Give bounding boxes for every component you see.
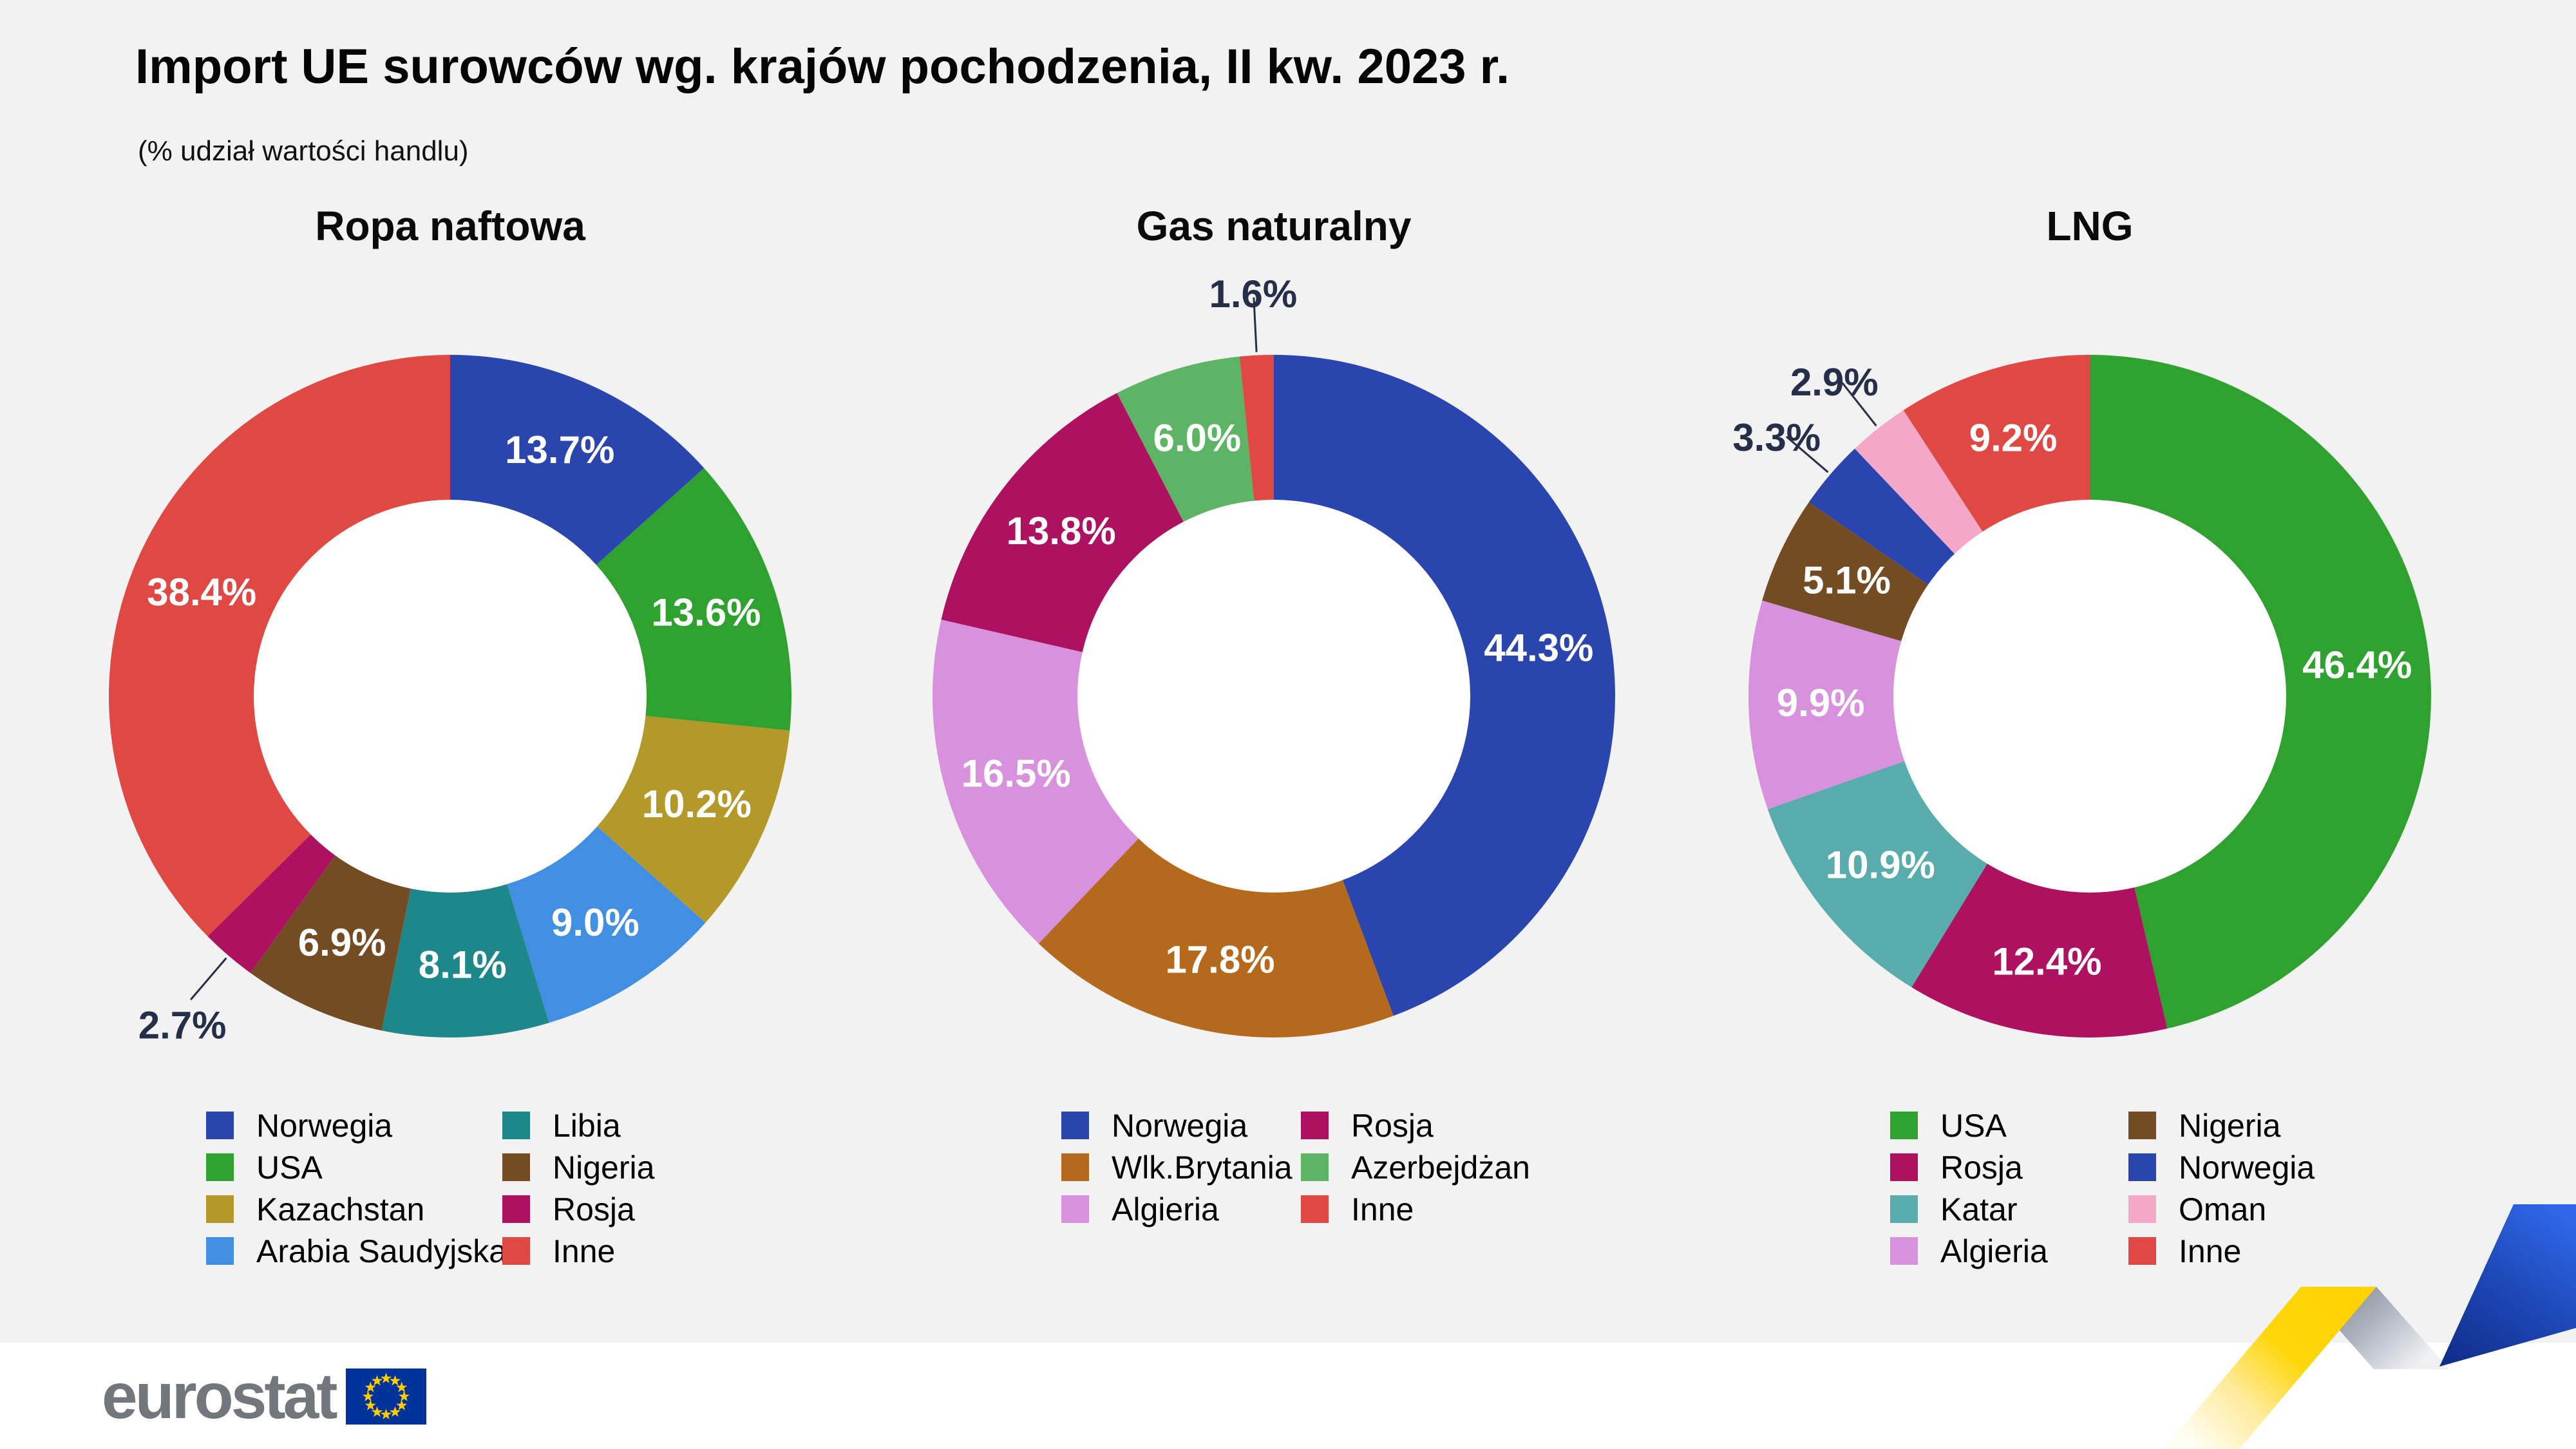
legend-swatch-Inne	[1301, 1195, 1329, 1223]
legend-label: Nigeria	[553, 1149, 655, 1186]
legend-label: Rosja	[1940, 1149, 2023, 1186]
legend-item: Kazachstan	[206, 1191, 502, 1227]
legend-oil: Norwegia USA Kazachstan Arabia Saudyjska Lib…	[206, 1108, 779, 1279]
legend-column: Libia Nigeria Rosja Inne	[502, 1108, 779, 1279]
eu-flag-star	[389, 1374, 401, 1386]
page-title: Import UE surowców wg. krajów pochodzeni…	[135, 39, 1510, 94]
legend-label: Oman	[2179, 1191, 2267, 1227]
legend-item: Algieria	[1061, 1191, 1301, 1227]
legend-swatch-Libia	[502, 1112, 530, 1139]
legend-swatch-Katar	[1890, 1195, 1918, 1223]
legend-swatch-Inne	[502, 1237, 530, 1265]
legend-swatch-USA	[1890, 1112, 1918, 1139]
legend-swatch-USA	[206, 1153, 234, 1181]
legend-swatch-Arabia Saudyjska	[206, 1237, 234, 1265]
eu-flag-star	[380, 1372, 392, 1383]
legend-item: Norwegia	[1061, 1108, 1301, 1144]
legend-label: Nigeria	[2179, 1107, 2281, 1144]
legend-item: USA	[1890, 1108, 2128, 1144]
legend-label: Norwegia	[256, 1107, 393, 1144]
legend-swatch-Nigeria	[2128, 1112, 2156, 1139]
eu-flag-star	[395, 1399, 407, 1410]
legend-label: USA	[1940, 1107, 2007, 1144]
legend-label: Inne	[2179, 1233, 2242, 1269]
legend-swatch-Norwegia	[1061, 1112, 1089, 1139]
legend-item: Oman	[2128, 1191, 2399, 1227]
legend-column: Rosja Azerbejdżan Inne	[1301, 1108, 1558, 1237]
legend-item: Inne	[1301, 1191, 1558, 1227]
legend-item: Rosja	[502, 1191, 779, 1227]
legend-label: Libia	[553, 1107, 621, 1144]
legend-label: Rosja	[1351, 1107, 1434, 1144]
legend-swatch-Nigeria	[502, 1153, 530, 1181]
legend-item: Katar	[1890, 1191, 2128, 1227]
eu-flag-star	[365, 1381, 376, 1392]
legend-item: Rosja	[1890, 1150, 2128, 1186]
page-subtitle: (% udział wartości handlu)	[138, 135, 469, 167]
legend-swatch-Norwegia	[206, 1112, 234, 1139]
legend-column: Norwegia USA Kazachstan Arabia Saudyjska	[206, 1108, 507, 1279]
legend-label: Inne	[1351, 1191, 1414, 1227]
legend-label: Arabia Saudyjska	[256, 1233, 507, 1269]
legend-item: Wlk.Brytania	[1061, 1150, 1301, 1186]
legend-label: Norwegia	[2179, 1149, 2315, 1186]
eu-flag-star	[395, 1381, 407, 1392]
legend-label: Kazachstan	[256, 1191, 425, 1227]
chart-title-lng: LNG	[2046, 203, 2134, 249]
legend-item: Nigeria	[502, 1150, 779, 1186]
chart-title-oil: Ropa naftowa	[315, 203, 585, 249]
legend-label: Azerbejdżan	[1351, 1149, 1530, 1186]
legend-column: Norwegia Wlk.Brytania Algieria	[1061, 1108, 1301, 1237]
eu-flag-icon	[345, 1368, 426, 1425]
legend-item: Azerbejdżan	[1301, 1150, 1558, 1186]
legend-swatch-Algieria	[1061, 1195, 1089, 1223]
legend-item: Inne	[2128, 1233, 2399, 1269]
legend-label: Algieria	[1112, 1191, 1219, 1227]
chart-title-gas: Gas naturalny	[1136, 203, 1412, 249]
legend-label: USA	[256, 1149, 323, 1186]
legend-label: Norwegia	[1112, 1107, 1248, 1144]
legend-item: Inne	[502, 1233, 779, 1269]
eu-flag-star	[380, 1408, 392, 1419]
legend-swatch-Rosja	[502, 1195, 530, 1223]
legend-swatch-Algieria	[1890, 1237, 1918, 1265]
legend-item: Algieria	[1890, 1233, 2128, 1269]
legend-gas: Norwegia Wlk.Brytania Algieria Rosja Azerbej…	[1061, 1108, 1558, 1237]
legend-swatch-Oman	[2128, 1195, 2156, 1223]
legend-swatch-Rosja	[1301, 1112, 1329, 1139]
legend-item: Norwegia	[206, 1108, 502, 1144]
legend-item: Arabia Saudyjska	[206, 1233, 507, 1269]
eu-flag-star	[371, 1374, 383, 1386]
legend-item: Norwegia	[2128, 1150, 2399, 1186]
legend-label: Katar	[1940, 1191, 2018, 1227]
legend-item: USA	[206, 1150, 502, 1186]
eurostat-logo-text: eurostat	[102, 1360, 338, 1432]
eu-flag-star	[362, 1390, 374, 1401]
legend-swatch-Inne	[2128, 1237, 2156, 1265]
legend-item: Nigeria	[2128, 1108, 2399, 1144]
legend-column: USA Rosja Katar Algieria	[1890, 1108, 2128, 1279]
legend-label: Rosja	[553, 1191, 635, 1227]
legend-swatch-Rosja	[1890, 1153, 1918, 1181]
legend-column: Nigeria Norwegia Oman Inne	[2128, 1108, 2399, 1279]
legend-item: Rosja	[1301, 1108, 1558, 1144]
eu-flag-star	[398, 1390, 410, 1401]
legend-item: Libia	[502, 1108, 779, 1144]
eu-flag-star	[389, 1406, 401, 1417]
eu-flag-star	[365, 1399, 376, 1410]
legend-swatch-Norwegia	[2128, 1153, 2156, 1181]
legend-swatch-Kazachstan	[206, 1195, 234, 1223]
legend-lng: USA Rosja Katar Algieria Nigeria Norwegia Oman…	[1890, 1108, 2399, 1279]
eu-flag-star	[371, 1406, 383, 1417]
legend-swatch-Wlk.Brytania	[1061, 1153, 1089, 1181]
footer-brand: eurostat	[102, 1360, 426, 1432]
legend-label: Algieria	[1940, 1233, 2048, 1269]
legend-label: Wlk.Brytania	[1112, 1149, 1293, 1186]
legend-swatch-Azerbejdżan	[1301, 1153, 1329, 1181]
legend-label: Inne	[553, 1233, 616, 1269]
